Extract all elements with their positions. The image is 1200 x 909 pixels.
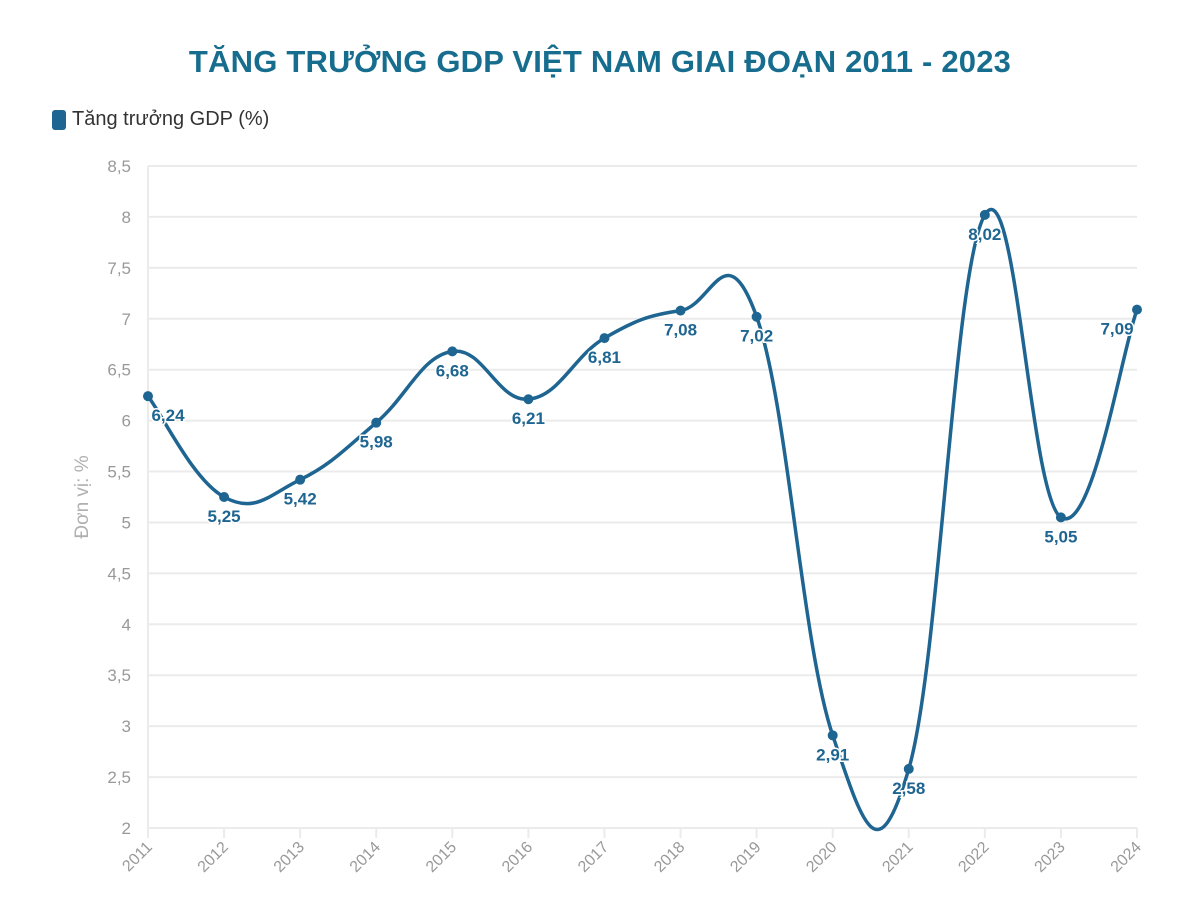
data-label: 5,98 [360,433,393,452]
data-point [219,492,230,502]
data-label: 7,09 [1100,320,1133,339]
data-label: 2,58 [892,779,925,798]
y-tick-label: 6 [122,412,131,431]
data-label: 6,24 [151,406,185,425]
y-tick-label: 5 [122,513,131,532]
y-tick-label: 3,5 [107,666,131,685]
data-label: 6,68 [436,361,469,380]
y-tick-label: 8,5 [107,157,131,176]
data-label: 2,91 [816,745,849,764]
y-tick-label: 2,5 [107,768,131,787]
y-tick-label: 4 [122,615,131,634]
x-tick-label: 2017 [575,839,612,876]
data-point [523,394,534,405]
y-tick-label: 7 [122,310,131,329]
data-point [295,474,306,485]
data-point [371,417,382,428]
data-label: 7,02 [740,327,773,346]
legend[interactable]: Tăng trưởng GDP (%) [52,108,269,131]
data-point [827,730,838,741]
x-tick-label: 2011 [119,839,155,875]
data-point [675,305,686,316]
x-tick-label: 2016 [499,839,536,876]
y-tick-label: 6,5 [107,361,131,380]
y-tick-label: 3 [122,717,131,736]
data-label: 6,81 [588,348,621,367]
data-label: 7,08 [664,321,697,340]
data-label: 8,02 [968,225,1001,244]
x-tick-label: 2012 [195,839,232,876]
x-tick-label: 2020 [803,839,840,876]
x-tick-label: 2013 [271,839,308,876]
x-tick-label: 2015 [423,839,460,876]
data-label: 6,21 [512,409,545,428]
x-tick-label: 2021 [879,839,916,876]
data-point [447,346,458,357]
x-tick-label: 2019 [727,839,764,876]
legend-swatch [52,109,66,130]
chart-title: TĂNG TRƯỞNG GDP VIỆT NAM GIAI ĐOẠN 2011 … [188,44,1012,79]
series-line [146,208,1139,832]
data-label: 5,05 [1044,527,1077,546]
data-point [903,763,914,774]
y-axis-title: Đơn vị: % [72,455,93,538]
data-point [143,391,153,402]
data-point [1132,304,1142,315]
x-tick-label: 2014 [347,839,384,876]
y-tick-label: 5,5 [107,463,131,482]
y-tick-label: 8 [122,208,131,227]
data-label: 5,25 [208,507,241,526]
y-tick-label: 4,5 [107,564,131,583]
data-point [751,311,762,322]
data-point [599,333,610,344]
data-point [979,209,990,220]
x-tick-label: 2024 [1108,839,1145,876]
x-tick-label: 2018 [651,839,688,876]
legend-label: Tăng trưởng GDP (%) [72,108,270,130]
data-point [1055,512,1066,523]
data-label: 5,42 [284,490,317,509]
x-tick-label: 2022 [955,839,992,876]
y-tick-label: 7,5 [107,259,131,278]
y-tick-label: 2 [122,819,131,838]
x-tick-label: 2023 [1032,839,1069,876]
